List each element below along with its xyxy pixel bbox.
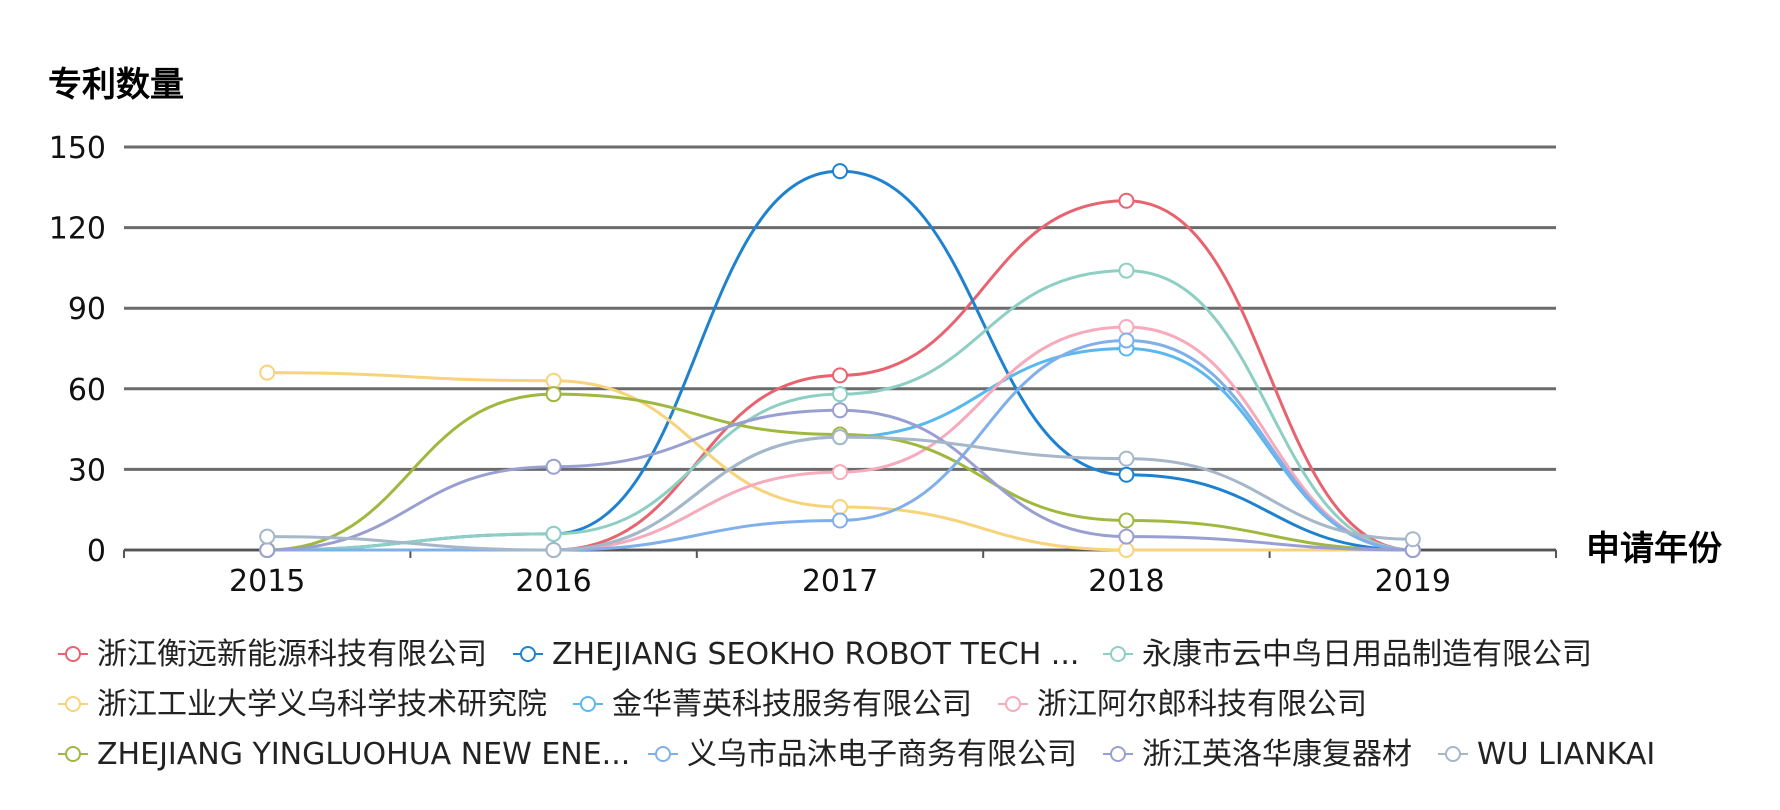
data-point[interactable] bbox=[833, 403, 847, 417]
legend-item[interactable]: 浙江阿尔郎科技有限公司 bbox=[998, 687, 1367, 722]
data-point[interactable] bbox=[833, 387, 847, 401]
legend-label: 义乌市品沐电子商务有限公司 bbox=[687, 737, 1077, 772]
y-tick-label: 150 bbox=[49, 131, 106, 166]
legend-marker bbox=[66, 647, 80, 661]
legend-label: 永康市云中鸟日用品制造有限公司 bbox=[1142, 637, 1592, 672]
legend-item[interactable]: 浙江英洛华康复器材 bbox=[1103, 737, 1412, 772]
x-tick-label: 2016 bbox=[515, 564, 591, 599]
data-point[interactable] bbox=[833, 465, 847, 479]
legend-label: 金华菁英科技服务有限公司 bbox=[612, 687, 972, 722]
legend-label: WU LIANKAI bbox=[1477, 737, 1655, 772]
legend-label: ZHEJIANG YINGLUOHUA NEW ENE... bbox=[97, 737, 630, 772]
data-point[interactable] bbox=[833, 368, 847, 382]
x-tick-label: 2018 bbox=[1088, 564, 1164, 599]
legend-label: 浙江工业大学义乌科学技术研究院 bbox=[97, 687, 547, 722]
data-point[interactable] bbox=[1119, 543, 1133, 557]
data-point[interactable] bbox=[547, 460, 561, 474]
legend-item[interactable]: 浙江工业大学义乌科学技术研究院 bbox=[58, 687, 547, 722]
y-tick-label: 30 bbox=[68, 453, 106, 488]
data-point[interactable] bbox=[1119, 194, 1133, 208]
legend-marker bbox=[521, 647, 535, 661]
data-point[interactable] bbox=[1119, 333, 1133, 347]
data-point[interactable] bbox=[833, 164, 847, 178]
legend-marker bbox=[66, 697, 80, 711]
legend-item[interactable]: 浙江衡远新能源科技有限公司 bbox=[58, 637, 487, 672]
legend-label: 浙江阿尔郎科技有限公司 bbox=[1037, 687, 1367, 722]
data-point[interactable] bbox=[1119, 452, 1133, 466]
data-point[interactable] bbox=[547, 543, 561, 557]
data-point[interactable] bbox=[1406, 532, 1420, 546]
legend-item[interactable]: 金华菁英科技服务有限公司 bbox=[573, 687, 972, 722]
legend-label: 浙江衡远新能源科技有限公司 bbox=[97, 637, 487, 672]
x-tick-label: 2019 bbox=[1375, 564, 1451, 599]
data-point[interactable] bbox=[1119, 264, 1133, 278]
y-axis-title: 专利数量 bbox=[48, 65, 184, 105]
y-tick-label: 90 bbox=[68, 292, 106, 327]
y-tick-label: 60 bbox=[68, 373, 106, 408]
legend-marker bbox=[1111, 647, 1125, 661]
data-point[interactable] bbox=[1119, 468, 1133, 482]
legend: 浙江衡远新能源科技有限公司 ZHEJIANG SEOKHO ROBOT TECH … bbox=[58, 637, 1655, 772]
series-1 bbox=[260, 164, 1420, 557]
legend-item[interactable]: WU LIANKAI bbox=[1438, 737, 1655, 772]
data-point[interactable] bbox=[547, 527, 561, 541]
legend-marker bbox=[66, 747, 80, 761]
data-point[interactable] bbox=[1119, 530, 1133, 544]
data-point[interactable] bbox=[547, 387, 561, 401]
legend-label: ZHEJIANG SEOKHO ROBOT TECH ... bbox=[552, 637, 1079, 672]
data-point[interactable] bbox=[1119, 513, 1133, 527]
legend-marker bbox=[1111, 747, 1125, 761]
data-point[interactable] bbox=[833, 430, 847, 444]
x-tick-label: 2015 bbox=[229, 564, 305, 599]
legend-label: 浙江英洛华康复器材 bbox=[1142, 737, 1412, 772]
x-axis-title: 申请年份 bbox=[1586, 529, 1722, 569]
legend-marker bbox=[1006, 697, 1020, 711]
data-point[interactable] bbox=[260, 530, 274, 544]
x-tick-label: 2017 bbox=[802, 564, 878, 599]
legend-marker bbox=[1446, 747, 1460, 761]
legend-item[interactable]: ZHEJIANG SEOKHO ROBOT TECH ... bbox=[513, 637, 1079, 672]
y-tick-label: 0 bbox=[87, 534, 106, 569]
legend-item[interactable]: ZHEJIANG YINGLUOHUA NEW ENE... bbox=[58, 737, 630, 772]
legend-item[interactable]: 义乌市品沐电子商务有限公司 bbox=[648, 737, 1077, 772]
data-point[interactable] bbox=[260, 366, 274, 380]
series-8 bbox=[260, 403, 1420, 557]
data-point[interactable] bbox=[547, 374, 561, 388]
legend-item[interactable]: 永康市云中鸟日用品制造有限公司 bbox=[1103, 637, 1592, 672]
y-tick-label: 120 bbox=[49, 212, 106, 247]
data-point[interactable] bbox=[833, 513, 847, 527]
data-point[interactable] bbox=[1119, 320, 1133, 334]
data-point[interactable] bbox=[833, 500, 847, 514]
series-lines bbox=[260, 164, 1420, 557]
legend-marker bbox=[656, 747, 670, 761]
gridlines bbox=[124, 147, 1556, 550]
legend-marker bbox=[581, 697, 595, 711]
data-point[interactable] bbox=[260, 543, 274, 557]
